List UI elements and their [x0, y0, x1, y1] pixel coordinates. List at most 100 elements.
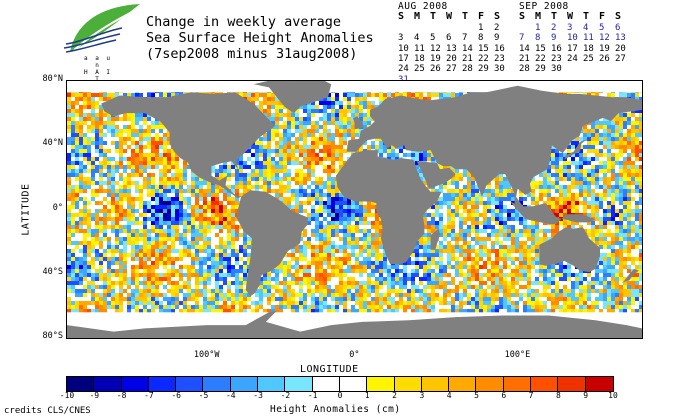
calendar-day: [567, 64, 583, 74]
calendar-day: 5: [599, 22, 605, 33]
calendar-day: 17: [567, 43, 578, 54]
calendar-day: [398, 23, 414, 33]
calendar-day: [446, 23, 462, 33]
weekday-label: W: [567, 11, 574, 23]
colorbar-cell: [503, 377, 532, 391]
logo-text: a a u n H A I T: [83, 55, 113, 83]
colorbar-cell: [258, 377, 286, 391]
colorbar-tick: 10: [608, 391, 618, 400]
calendar-aug-2008: AUG 2008 S M T W T F S 1 2 3 4 5 6 7 8 9 10 11 12 13 14 15 16 17…: [398, 1, 510, 85]
colorbar-cell: [121, 377, 149, 391]
y-axis-title: LATITUDE: [20, 183, 32, 236]
calendar-day: 30: [551, 64, 562, 75]
weekday-label: T: [430, 11, 437, 23]
calendar-day: [462, 23, 478, 33]
land-australia: [539, 227, 600, 273]
weekday-label: S: [494, 11, 501, 23]
calendar-day: 14: [519, 43, 530, 54]
ssh-anomaly-map: [66, 80, 643, 339]
aviso-logo: [62, 2, 144, 64]
calendar-day: 14: [462, 43, 473, 54]
calendar-day: 9: [494, 33, 500, 44]
weekday-label: W: [446, 11, 453, 23]
calendar-day: 18: [414, 54, 425, 65]
calendar-day: 3: [567, 22, 573, 33]
land-japan: [564, 138, 588, 160]
colorbar-tick: -10: [59, 391, 75, 400]
longitude-tick: 0°: [349, 350, 360, 360]
calendar-day: 17: [398, 54, 409, 65]
calendar-day: 1: [478, 22, 484, 33]
weekday-label: T: [462, 11, 469, 23]
land-antarctica: [67, 310, 642, 338]
calendar-caption: AUG 2008: [398, 1, 448, 12]
calendar-day: 26: [599, 54, 610, 65]
calendar-day: 25: [583, 54, 594, 65]
colorbar-cell: [585, 377, 613, 391]
longitude-tick: 100°W: [193, 350, 220, 360]
calendar-day: 2: [551, 22, 557, 33]
colorbar-tick: 2: [392, 391, 398, 400]
calendar-day: 22: [535, 54, 546, 65]
calendar-day: 7: [462, 33, 468, 44]
latitude-tick: 80°N: [42, 74, 63, 84]
colorbar-tick: 4: [446, 391, 452, 400]
calendar-day: 23: [551, 54, 562, 65]
colorbar-tick: 1: [364, 391, 370, 400]
colorbar-tick: -7: [144, 391, 154, 400]
land-north-america: [101, 92, 276, 199]
latitude-tick: 40°S: [42, 266, 63, 277]
weekday-label: M: [414, 11, 421, 23]
calendar-day: [430, 23, 446, 33]
colorbar-tick: -4: [225, 391, 236, 400]
calendar-day: 27: [615, 54, 626, 65]
calendar-day: 13: [446, 43, 457, 54]
calendar-week: 10 11 12 13 14 15 16: [398, 44, 510, 54]
calendar-day: [519, 23, 535, 33]
land-greenland: [253, 81, 332, 114]
calendar-day: 11: [583, 33, 594, 44]
weekday-label: S: [398, 11, 405, 23]
colorbar-cell: [230, 377, 259, 391]
title-line-2: Sea Surface Height Anomalies: [146, 30, 374, 46]
title-line-1: Change in weekly average: [146, 14, 342, 30]
colorbar-tick: -9: [89, 391, 100, 400]
x-axis-title: LONGITUDE: [300, 364, 359, 375]
land-indonesia: [509, 201, 596, 224]
colorbar-cell: [285, 377, 313, 391]
latitude-tick: 40°N: [42, 138, 63, 149]
calendar-day: 31: [398, 74, 409, 85]
calendar-day: 7: [519, 33, 525, 44]
calendar-day: 8: [478, 33, 484, 44]
calendar-day: 26: [430, 64, 441, 75]
weekday-label: S: [615, 11, 622, 23]
calendar-week: 7 8 9 10 11 12 13: [519, 33, 631, 43]
colorbar-cell: [449, 377, 477, 391]
calendar-week: 28 29 30: [519, 64, 631, 74]
calendar-week: 21 22 23 24 25 26 27: [519, 54, 631, 64]
calendar-day: 11: [414, 43, 425, 54]
colorbar-cell: [394, 377, 422, 391]
colorbar-cell: [203, 377, 231, 391]
calendar-day: 28: [462, 64, 473, 75]
calendar-day: [583, 64, 599, 74]
colorbar-tick: 5: [474, 391, 479, 400]
calendar-day: 9: [551, 33, 557, 44]
land-madagascar: [430, 228, 440, 250]
calendar-day: 16: [551, 43, 562, 54]
colorbar-label: Height Anomalies (cm): [270, 404, 401, 415]
calendar-day: 24: [398, 64, 409, 75]
weekday-label: S: [519, 11, 526, 23]
calendar-day: 8: [535, 33, 541, 44]
calendar-day: 19: [430, 54, 441, 65]
colorbar-tick: 8: [555, 391, 561, 400]
colorbar-cell: [312, 377, 340, 391]
colorbar-tick: 6: [501, 391, 507, 400]
calendar-day: 25: [414, 64, 425, 75]
calendar-day: 2: [494, 22, 500, 33]
calendar-day: 1: [535, 22, 541, 33]
